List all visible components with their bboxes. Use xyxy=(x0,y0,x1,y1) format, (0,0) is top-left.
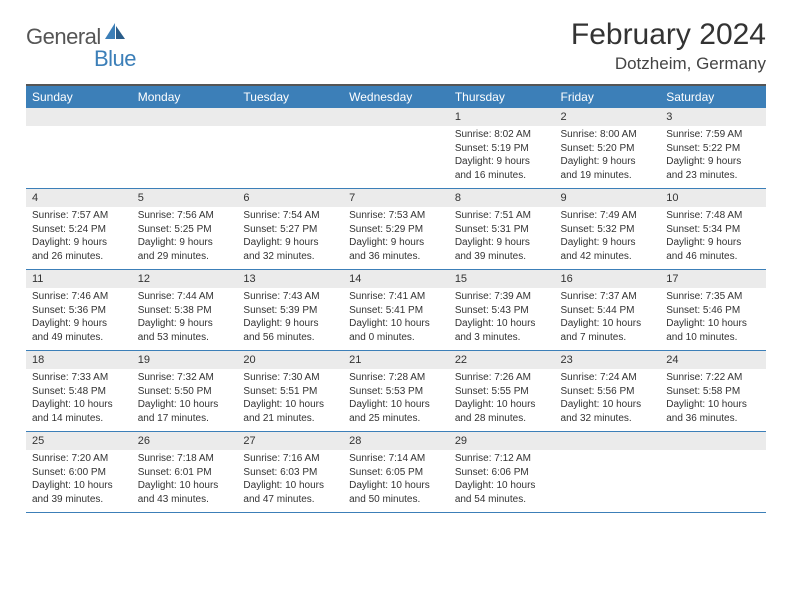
day-number-cell: 10 xyxy=(660,189,766,208)
day-detail-cell xyxy=(660,450,766,513)
day-detail-cell: Sunrise: 7:26 AMSunset: 5:55 PMDaylight:… xyxy=(449,369,555,432)
title-block: February 2024 Dotzheim, Germany xyxy=(571,18,766,74)
day-number-row: 123 xyxy=(26,108,766,126)
day-detail-cell: Sunrise: 7:56 AMSunset: 5:25 PMDaylight:… xyxy=(132,207,238,270)
day-number-cell xyxy=(237,108,343,126)
day-number-cell: 18 xyxy=(26,351,132,370)
day-detail-cell: Sunrise: 7:12 AMSunset: 6:06 PMDaylight:… xyxy=(449,450,555,513)
day-number-cell: 5 xyxy=(132,189,238,208)
day-number-cell: 7 xyxy=(343,189,449,208)
day-detail-cell: Sunrise: 7:16 AMSunset: 6:03 PMDaylight:… xyxy=(237,450,343,513)
day-number-row: 11121314151617 xyxy=(26,270,766,289)
day-number-cell: 27 xyxy=(237,432,343,451)
day-detail-cell: Sunrise: 7:41 AMSunset: 5:41 PMDaylight:… xyxy=(343,288,449,351)
day-number-cell: 22 xyxy=(449,351,555,370)
day-detail-cell: Sunrise: 7:43 AMSunset: 5:39 PMDaylight:… xyxy=(237,288,343,351)
day-detail-cell xyxy=(132,126,238,189)
day-number-cell: 2 xyxy=(555,108,661,126)
day-detail-cell: Sunrise: 7:33 AMSunset: 5:48 PMDaylight:… xyxy=(26,369,132,432)
day-number-cell: 3 xyxy=(660,108,766,126)
day-number-row: 18192021222324 xyxy=(26,351,766,370)
day-detail-cell xyxy=(555,450,661,513)
day-number-cell: 4 xyxy=(26,189,132,208)
location: Dotzheim, Germany xyxy=(571,54,766,74)
day-detail-cell: Sunrise: 7:46 AMSunset: 5:36 PMDaylight:… xyxy=(26,288,132,351)
day-number-cell xyxy=(26,108,132,126)
day-number-cell xyxy=(555,432,661,451)
day-number-cell: 29 xyxy=(449,432,555,451)
logo: General Blue xyxy=(26,24,136,72)
day-number-cell: 19 xyxy=(132,351,238,370)
day-detail-cell: Sunrise: 7:32 AMSunset: 5:50 PMDaylight:… xyxy=(132,369,238,432)
day-detail-row: Sunrise: 7:46 AMSunset: 5:36 PMDaylight:… xyxy=(26,288,766,351)
day-detail-cell: Sunrise: 7:54 AMSunset: 5:27 PMDaylight:… xyxy=(237,207,343,270)
day-number-cell xyxy=(660,432,766,451)
day-detail-cell: Sunrise: 7:49 AMSunset: 5:32 PMDaylight:… xyxy=(555,207,661,270)
day-detail-cell: Sunrise: 7:35 AMSunset: 5:46 PMDaylight:… xyxy=(660,288,766,351)
day-detail-cell: Sunrise: 7:28 AMSunset: 5:53 PMDaylight:… xyxy=(343,369,449,432)
header: General Blue February 2024 Dotzheim, Ger… xyxy=(26,18,766,74)
day-number-cell: 9 xyxy=(555,189,661,208)
weekday-header: Sunday xyxy=(26,86,132,108)
weekday-header: Saturday xyxy=(660,86,766,108)
day-number-cell xyxy=(343,108,449,126)
calendar-table: Sunday Monday Tuesday Wednesday Thursday… xyxy=(26,86,766,513)
weekday-header: Thursday xyxy=(449,86,555,108)
day-detail-cell: Sunrise: 8:02 AMSunset: 5:19 PMDaylight:… xyxy=(449,126,555,189)
day-number-row: 45678910 xyxy=(26,189,766,208)
day-detail-cell: Sunrise: 7:51 AMSunset: 5:31 PMDaylight:… xyxy=(449,207,555,270)
day-detail-cell xyxy=(237,126,343,189)
day-number-cell: 24 xyxy=(660,351,766,370)
day-number-cell: 20 xyxy=(237,351,343,370)
day-detail-cell: Sunrise: 7:57 AMSunset: 5:24 PMDaylight:… xyxy=(26,207,132,270)
day-detail-cell: Sunrise: 7:39 AMSunset: 5:43 PMDaylight:… xyxy=(449,288,555,351)
weekday-header-row: Sunday Monday Tuesday Wednesday Thursday… xyxy=(26,86,766,108)
day-number-cell: 11 xyxy=(26,270,132,289)
weekday-header: Monday xyxy=(132,86,238,108)
month-title: February 2024 xyxy=(571,18,766,52)
day-detail-row: Sunrise: 7:33 AMSunset: 5:48 PMDaylight:… xyxy=(26,369,766,432)
day-number-cell: 21 xyxy=(343,351,449,370)
day-number-cell: 6 xyxy=(237,189,343,208)
day-detail-cell: Sunrise: 7:37 AMSunset: 5:44 PMDaylight:… xyxy=(555,288,661,351)
day-detail-row: Sunrise: 7:20 AMSunset: 6:00 PMDaylight:… xyxy=(26,450,766,513)
weekday-header: Wednesday xyxy=(343,86,449,108)
day-detail-cell: Sunrise: 7:53 AMSunset: 5:29 PMDaylight:… xyxy=(343,207,449,270)
day-number-cell: 26 xyxy=(132,432,238,451)
day-detail-cell: Sunrise: 7:24 AMSunset: 5:56 PMDaylight:… xyxy=(555,369,661,432)
day-number-cell: 15 xyxy=(449,270,555,289)
day-detail-cell: Sunrise: 8:00 AMSunset: 5:20 PMDaylight:… xyxy=(555,126,661,189)
day-detail-cell: Sunrise: 7:14 AMSunset: 6:05 PMDaylight:… xyxy=(343,450,449,513)
day-number-cell: 12 xyxy=(132,270,238,289)
weekday-header: Friday xyxy=(555,86,661,108)
day-detail-cell: Sunrise: 7:30 AMSunset: 5:51 PMDaylight:… xyxy=(237,369,343,432)
calendar-body: 123 Sunrise: 8:02 AMSunset: 5:19 PMDayli… xyxy=(26,108,766,513)
logo-text-blue: Blue xyxy=(26,46,136,72)
day-detail-cell: Sunrise: 7:59 AMSunset: 5:22 PMDaylight:… xyxy=(660,126,766,189)
day-detail-cell xyxy=(343,126,449,189)
day-detail-row: Sunrise: 7:57 AMSunset: 5:24 PMDaylight:… xyxy=(26,207,766,270)
weekday-header: Tuesday xyxy=(237,86,343,108)
day-number-cell: 25 xyxy=(26,432,132,451)
day-number-cell: 16 xyxy=(555,270,661,289)
day-number-cell: 8 xyxy=(449,189,555,208)
day-number-cell xyxy=(132,108,238,126)
day-number-cell: 23 xyxy=(555,351,661,370)
day-number-cell: 13 xyxy=(237,270,343,289)
day-detail-cell: Sunrise: 7:22 AMSunset: 5:58 PMDaylight:… xyxy=(660,369,766,432)
logo-sail-icon xyxy=(105,23,127,46)
day-detail-cell: Sunrise: 7:48 AMSunset: 5:34 PMDaylight:… xyxy=(660,207,766,270)
day-detail-cell xyxy=(26,126,132,189)
day-number-row: 2526272829 xyxy=(26,432,766,451)
day-number-cell: 1 xyxy=(449,108,555,126)
day-detail-row: Sunrise: 8:02 AMSunset: 5:19 PMDaylight:… xyxy=(26,126,766,189)
day-number-cell: 17 xyxy=(660,270,766,289)
day-detail-cell: Sunrise: 7:20 AMSunset: 6:00 PMDaylight:… xyxy=(26,450,132,513)
day-detail-cell: Sunrise: 7:18 AMSunset: 6:01 PMDaylight:… xyxy=(132,450,238,513)
day-number-cell: 28 xyxy=(343,432,449,451)
day-number-cell: 14 xyxy=(343,270,449,289)
day-detail-cell: Sunrise: 7:44 AMSunset: 5:38 PMDaylight:… xyxy=(132,288,238,351)
